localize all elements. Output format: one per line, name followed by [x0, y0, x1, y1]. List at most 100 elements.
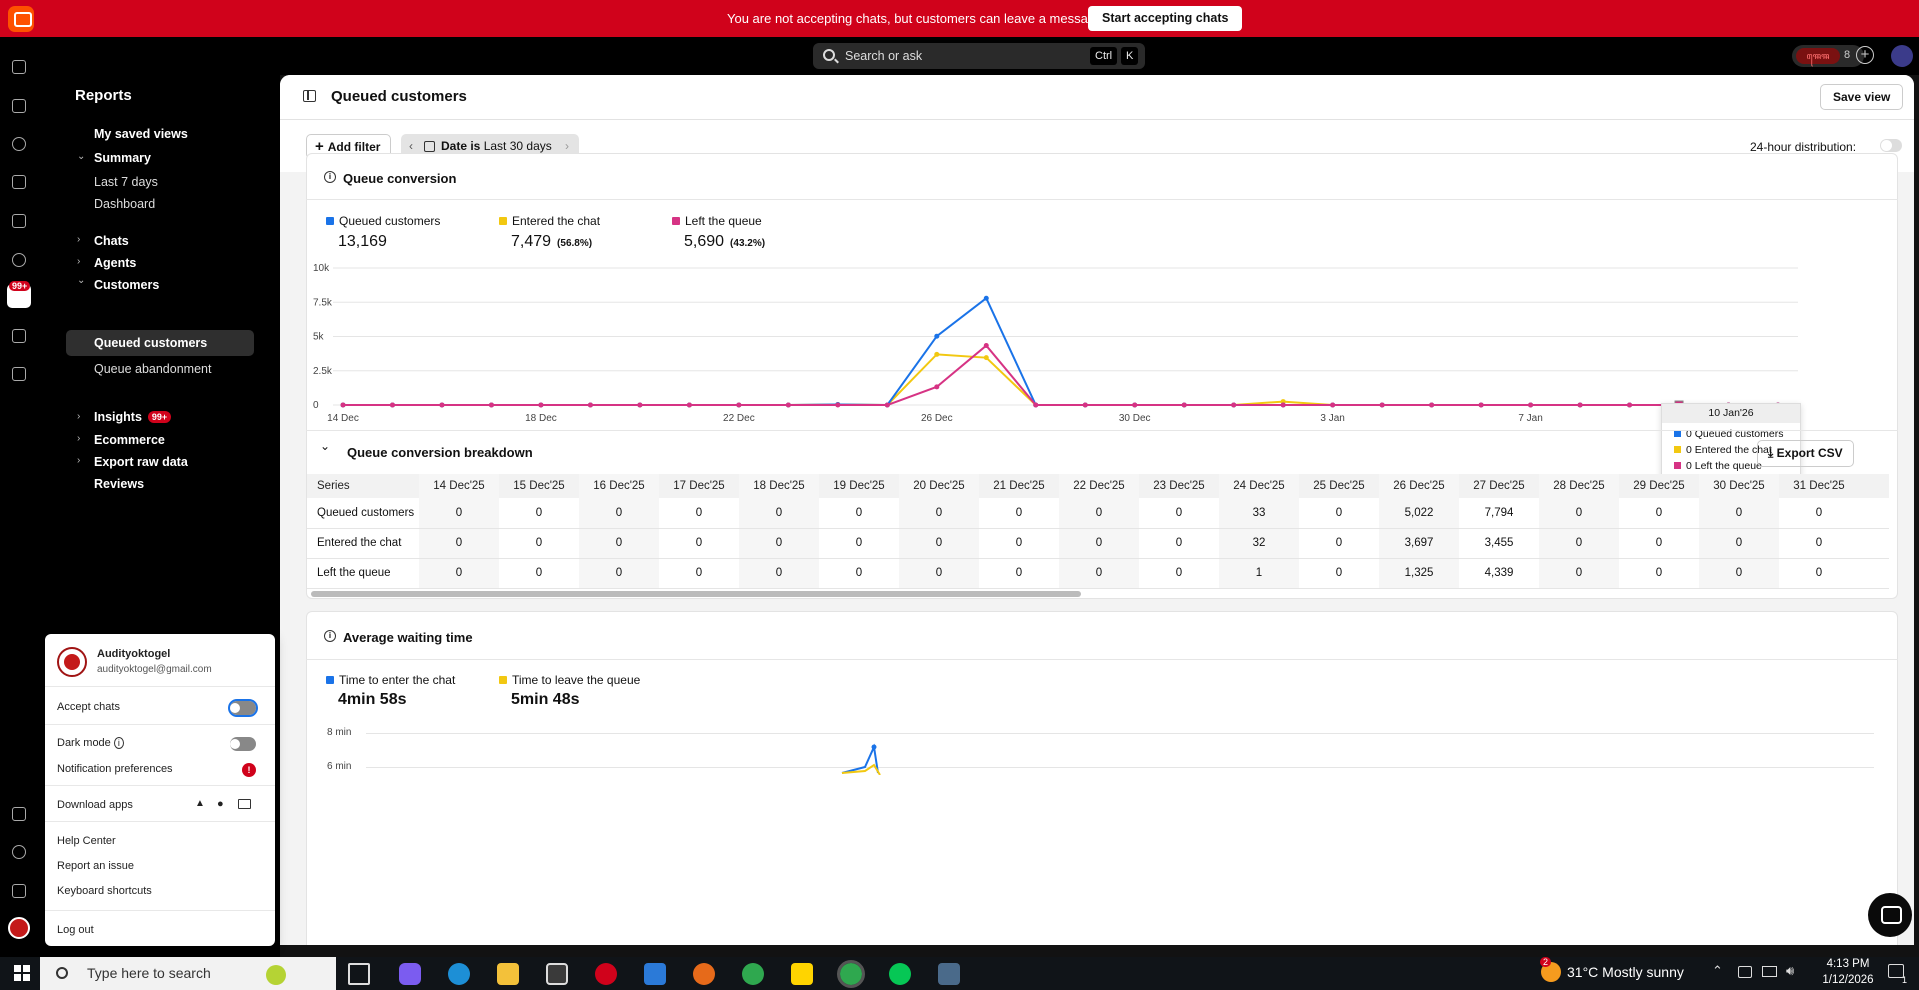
chrome-icon[interactable] — [742, 963, 764, 985]
search-input[interactable]: Search or ask Ctrl K — [813, 43, 1145, 69]
column-header[interactable]: 16 Dec'25 — [579, 474, 659, 498]
data-point[interactable] — [835, 402, 841, 408]
sidebar-item-ecommerce[interactable]: Ecommerce — [94, 433, 165, 447]
network-icon[interactable] — [1738, 966, 1752, 978]
sidebar-item-dashboard[interactable]: Dashboard — [94, 197, 156, 211]
column-header-series[interactable]: Series — [307, 474, 419, 498]
task-view-icon[interactable] — [348, 963, 370, 985]
file-explorer-icon[interactable] — [497, 963, 519, 985]
data-point[interactable] — [1577, 402, 1583, 408]
data-point[interactable] — [884, 402, 890, 408]
data-point[interactable] — [439, 402, 445, 408]
team-icon[interactable] — [12, 253, 26, 267]
data-point[interactable] — [785, 402, 791, 408]
windows-start-icon[interactable] — [14, 965, 30, 981]
add-icon[interactable]: + — [1856, 46, 1874, 64]
edge-icon[interactable] — [448, 963, 470, 985]
chats-icon[interactable] — [12, 99, 26, 113]
column-header[interactable]: 20 Dec'25 — [899, 474, 979, 498]
column-header[interactable]: 17 Dec'25 — [659, 474, 739, 498]
column-header[interactable]: 15 Dec'25 — [499, 474, 579, 498]
line-icon[interactable] — [889, 963, 911, 985]
sidebar-item-export-raw-data[interactable]: Export raw data — [94, 455, 188, 469]
help-center-link[interactable]: Help Center — [57, 835, 116, 847]
data-point[interactable] — [1280, 402, 1286, 408]
column-header[interactable]: 21 Dec'25 — [979, 474, 1059, 498]
chevron-down-icon[interactable]: ⌄ — [320, 439, 331, 453]
sidebar-item-customers[interactable]: Customers — [94, 278, 160, 292]
data-point[interactable] — [488, 402, 494, 408]
weather-text[interactable]: 31°C Mostly sunny — [1567, 964, 1684, 980]
data-point[interactable] — [1528, 402, 1534, 408]
data-point[interactable] — [1132, 402, 1138, 408]
apps-icon[interactable] — [12, 329, 26, 343]
keyboard-shortcuts-link[interactable]: Keyboard shortcuts — [57, 885, 152, 897]
avatar[interactable] — [8, 917, 30, 939]
info-icon[interactable]: i — [324, 630, 336, 642]
log-out-link[interactable]: Log out — [57, 924, 94, 936]
queue-conversion-chart[interactable]: 0 2.5k 5k 7.5k 10k 14 Dec 18 Dec 22 Dec 26 Dec 30… — [306, 260, 1898, 430]
column-header[interactable]: 18 Dec'25 — [739, 474, 819, 498]
sidebar-item-saved-views[interactable]: My saved views — [94, 127, 188, 141]
sidebar-item-insights[interactable]: Insights 99+ — [94, 410, 172, 424]
notifications-icon[interactable] — [12, 884, 26, 898]
legend-entered[interactable]: Entered the chat — [499, 214, 600, 228]
team-status-pill[interactable]: ꦯꦺꦯ 8 — [1792, 45, 1864, 67]
export-csv-button[interactable]: ⤓ Export CSV — [1757, 440, 1854, 467]
automate-icon[interactable] — [12, 175, 26, 189]
assistant-icon[interactable] — [1891, 45, 1913, 67]
data-point[interactable] — [1181, 402, 1187, 408]
data-point[interactable] — [1033, 402, 1039, 408]
data-point[interactable] — [637, 402, 643, 408]
data-point[interactable] — [1330, 402, 1336, 408]
data-point[interactable] — [934, 351, 940, 357]
column-header[interactable]: 28 Dec'25 — [1539, 474, 1619, 498]
sidebar-item-last-7-days[interactable]: Last 7 days — [94, 175, 158, 189]
opera-icon[interactable] — [595, 963, 617, 985]
billing-icon[interactable] — [12, 807, 26, 821]
data-point[interactable] — [1231, 402, 1237, 408]
legend-time-leave[interactable]: Time to leave the queue — [499, 673, 640, 687]
report-issue-link[interactable]: Report an issue — [57, 860, 135, 872]
dark-mode-toggle[interactable] — [230, 737, 256, 751]
legend-time-enter[interactable]: Time to enter the chat — [326, 673, 455, 687]
sidebar-item-reviews[interactable]: Reviews — [94, 477, 145, 491]
data-point[interactable] — [686, 402, 692, 408]
sidebar-item-agents[interactable]: Agents — [94, 256, 137, 270]
sidebar-item-queue-abandonment[interactable]: Queue abandonment — [94, 362, 212, 376]
column-header[interactable]: 30 Dec'25 — [1699, 474, 1779, 498]
app-logo-icon[interactable] — [8, 6, 34, 32]
apple-icon[interactable]: ● — [217, 798, 224, 810]
chevron-right-icon[interactable]: › — [77, 455, 81, 466]
info-icon[interactable]: i — [324, 171, 336, 183]
clock-date[interactable]: 1/12/2026 — [1822, 974, 1874, 986]
chevron-down-icon[interactable]: ⌄ — [77, 275, 86, 286]
chevron-right-icon[interactable]: › — [565, 139, 569, 153]
column-header[interactable]: 31 Dec'25 — [1779, 474, 1859, 498]
chevron-down-icon[interactable]: ⌄ — [77, 151, 86, 162]
column-header[interactable]: 29 Dec'25 — [1619, 474, 1699, 498]
sidebar-item-chats[interactable]: Chats — [94, 234, 129, 248]
data-point[interactable] — [1379, 402, 1385, 408]
home-icon[interactable] — [12, 60, 26, 74]
data-point[interactable] — [1627, 402, 1633, 408]
info-icon[interactable]: i — [113, 737, 124, 749]
column-header[interactable]: 14 Dec'25 — [419, 474, 499, 498]
sidebar-toggle-icon[interactable] — [303, 90, 316, 102]
chat-widget-button[interactable] — [1868, 893, 1912, 937]
android-icon[interactable]: ▲ — [195, 798, 205, 809]
legend-left[interactable]: Left the queue — [672, 214, 762, 228]
column-header[interactable]: 25 Dec'25 — [1299, 474, 1379, 498]
accept-chats-toggle[interactable] — [228, 699, 258, 717]
chevron-up-icon[interactable]: ⌃ — [1712, 963, 1723, 978]
data-point[interactable] — [934, 333, 940, 339]
clock-time[interactable]: 4:13 PM — [1826, 958, 1870, 970]
notification-preferences-link[interactable]: Notification preferences — [57, 763, 173, 775]
data-point[interactable] — [1082, 402, 1088, 408]
data-point[interactable] — [983, 295, 989, 301]
sticky-notes-icon[interactable] — [791, 963, 813, 985]
start-accepting-chats-button[interactable]: Start accepting chats — [1088, 6, 1243, 31]
chevron-left-icon[interactable]: ‹ — [409, 139, 413, 153]
column-header[interactable]: 24 Dec'25 — [1219, 474, 1299, 498]
chevron-right-icon[interactable]: › — [77, 411, 81, 422]
